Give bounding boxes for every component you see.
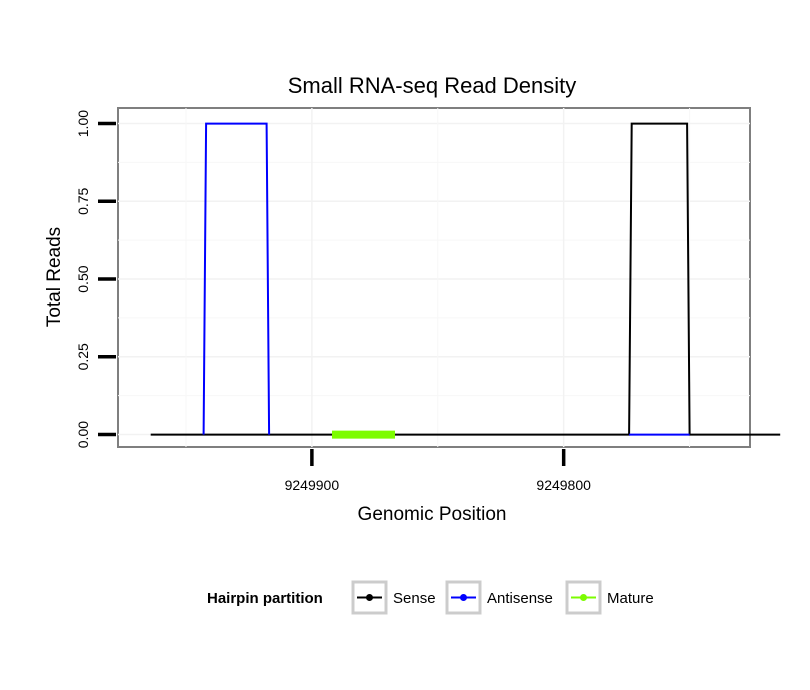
legend-label: Antisense	[487, 590, 553, 607]
y-axis: 0.00 0.25 0.50 0.75 1.00	[75, 110, 116, 448]
x-axis: 9249900 9249800	[285, 449, 591, 493]
legend-key-point	[580, 594, 587, 601]
series-line-sense	[150, 122, 781, 436]
chart-title: Small RNA-seq Read Density	[288, 73, 577, 98]
legend-label: Mature	[607, 590, 654, 607]
legend-item-sense: Sense	[351, 580, 436, 615]
legend-label: Sense	[393, 590, 436, 607]
plot-panel	[117, 107, 751, 448]
x-tick-label: 9249900	[285, 477, 340, 493]
series-layer	[150, 122, 781, 439]
legend-item-antisense: Antisense	[445, 580, 553, 615]
y-tick-label: 0.50	[75, 265, 91, 292]
x-axis-label: Genomic Position	[358, 504, 507, 525]
y-tick-label: 1.00	[75, 110, 91, 137]
y-tick-label: 0.25	[75, 343, 91, 370]
y-tick-label: 0.75	[75, 187, 91, 214]
legend-item-mature: Mature	[565, 580, 654, 615]
x-tick-label: 9249800	[536, 477, 591, 493]
series-line-antisense	[202, 122, 271, 435]
y-axis-label: Total Reads	[44, 227, 65, 327]
legend: Hairpin partition Sense Antisense Mature	[207, 580, 654, 615]
y-tick-label: 0.00	[75, 421, 91, 448]
legend-key-point	[460, 594, 467, 601]
legend-title: Hairpin partition	[207, 590, 323, 607]
legend-key	[565, 580, 602, 615]
legend-key-point	[366, 594, 373, 601]
